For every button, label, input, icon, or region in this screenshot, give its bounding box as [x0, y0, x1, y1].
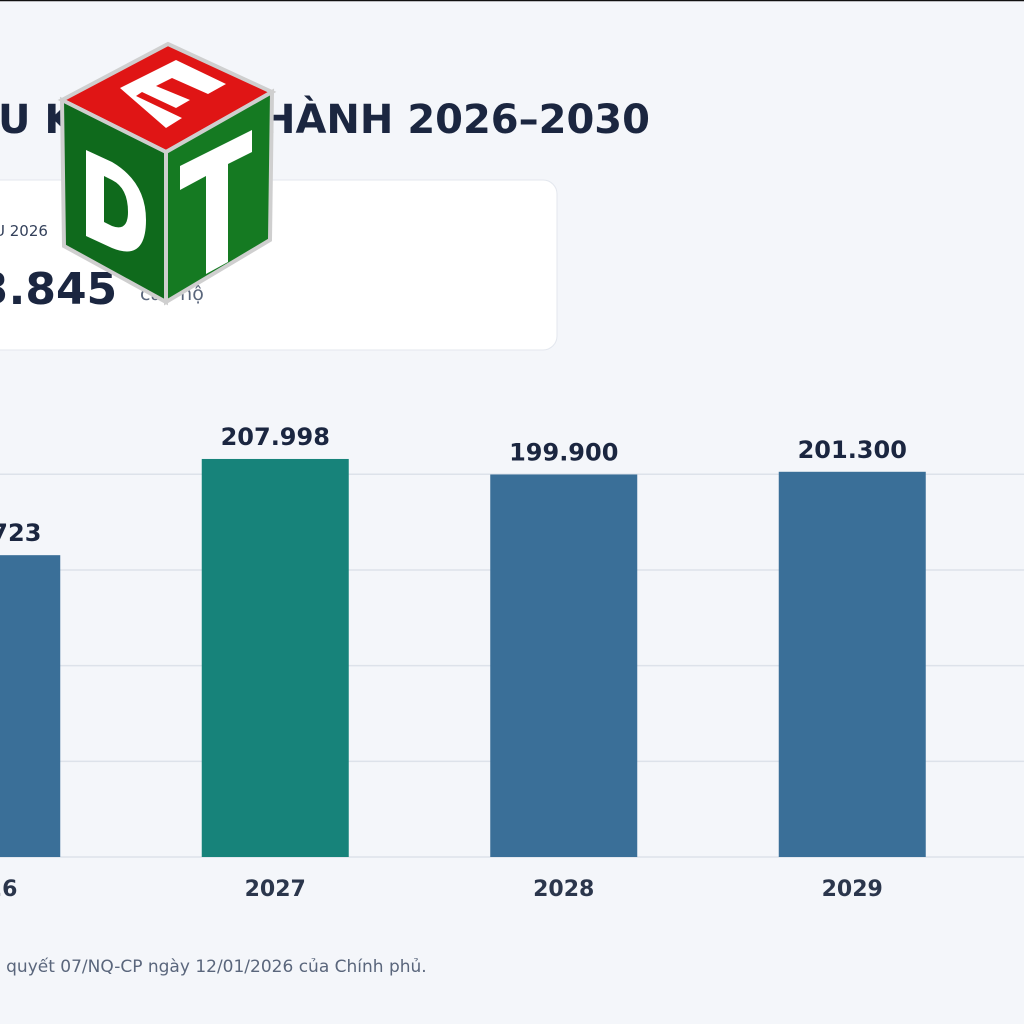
- title: HÀNH 2026–2030: [262, 95, 650, 143]
- logo-e: [120, 60, 226, 128]
- plot: 157.723 2026 207.998 2027 199.900 2028 201.300…: [0, 423, 1024, 902]
- bar: [490, 474, 638, 857]
- x-tick-label: 2027: [245, 877, 306, 902]
- x-tick-label: 2028: [533, 877, 594, 902]
- logo: [57, 41, 277, 306]
- x-tick-label: 2029: [822, 877, 883, 902]
- logo-d: [86, 150, 146, 252]
- footnote: ị quyết 07/NQ-CP ngày 12/01/2026 của Chí…: [0, 956, 427, 977]
- value-label: 199.900: [509, 438, 618, 466]
- value-label: 157.723: [0, 519, 41, 547]
- value-label: 201.300: [798, 436, 907, 464]
- x-tick-label: 2026: [0, 877, 17, 902]
- bar: [201, 458, 349, 857]
- value-label: 207.998: [221, 423, 330, 451]
- card-label: U 2026: [0, 222, 48, 240]
- bar: [778, 471, 926, 857]
- bar: [0, 555, 61, 857]
- card-value: 3.845: [0, 264, 117, 315]
- logo-t: [180, 130, 252, 274]
